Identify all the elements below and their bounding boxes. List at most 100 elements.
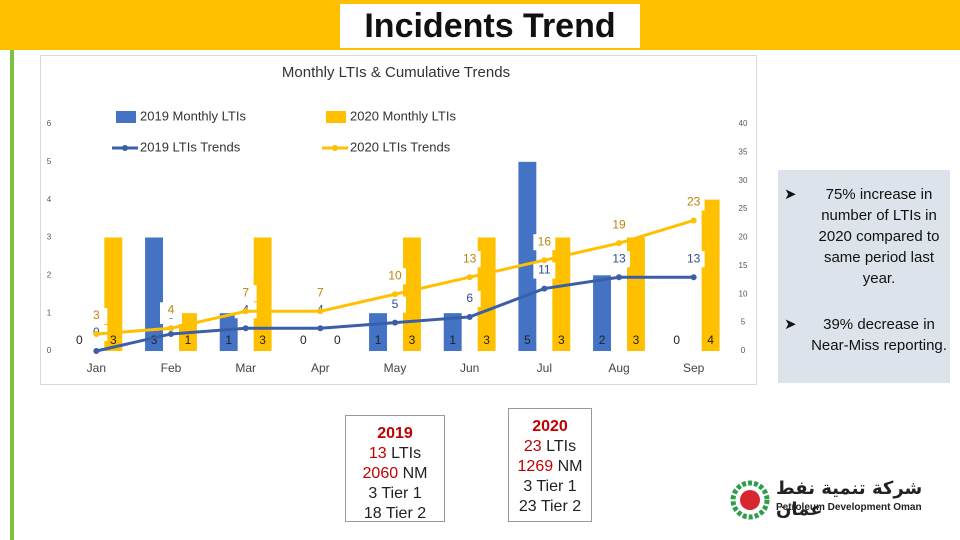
summary-text: Tier 1 [536, 478, 577, 495]
bar [593, 275, 611, 351]
trend-point [690, 217, 697, 224]
y-tick-label: 1 [47, 308, 52, 317]
bar [518, 161, 537, 351]
trend-value-label: 19 [612, 217, 626, 231]
legend-swatch [332, 145, 338, 151]
summary-text: LTIs [391, 445, 422, 462]
trend-value-label: 4 [168, 302, 175, 316]
summary-line: 3 Tier 1 [346, 484, 444, 504]
trend-value-label: 13 [463, 251, 477, 265]
trend-value-label: 5 [392, 297, 399, 311]
y-tick-label: 0 [47, 346, 52, 355]
trend-value-label: 3 [93, 308, 100, 322]
label-bg [234, 285, 257, 302]
logo-name: Petroleum Development Oman [776, 502, 922, 513]
x-tick-label: Aug [608, 361, 629, 375]
summary-line: 2060 NM [346, 464, 444, 484]
trend-value-label: 7 [242, 285, 249, 299]
summary-text: NM [557, 458, 583, 475]
bullet: ➤ 39% decrease in Near-Miss reporting. [784, 316, 947, 354]
y-tick-label: 4 [47, 195, 52, 204]
label-bg [85, 307, 108, 324]
trend-point [466, 274, 473, 281]
label-bg [533, 234, 556, 251]
summary-line: 23 Tier 2 [509, 497, 591, 517]
bar-value-label: 0 [334, 333, 341, 347]
y2-tick-label: 30 [739, 176, 748, 185]
x-tick-label: Feb [161, 361, 182, 375]
label-bg [608, 217, 630, 234]
y2-tick-label: 40 [739, 119, 748, 128]
trend-value-label: 13 [612, 251, 626, 265]
summary-year: 2019 [377, 425, 413, 442]
trend-value-label: 11 [538, 263, 551, 277]
trend-value-label: 23 [687, 195, 701, 209]
summary-year: 2020 [532, 418, 568, 435]
bar-value-label: 2 [599, 333, 606, 347]
x-tick-label: Mar [235, 361, 256, 375]
bar-value-label: 3 [151, 333, 158, 347]
trend-value-label: 6 [466, 291, 473, 305]
trend-point [541, 257, 548, 264]
x-tick-label: Jul [537, 361, 552, 375]
trend-point [392, 291, 398, 298]
y2-tick-label: 20 [739, 233, 748, 242]
legend-label: 2019 Monthly LTIs [140, 108, 246, 123]
trend-point [168, 330, 174, 337]
legend-label: 2020 LTIs Trends [350, 139, 451, 154]
summary-number: 2060 [362, 465, 399, 482]
y-tick-label: 2 [47, 270, 52, 279]
y2-tick-label: 5 [741, 318, 746, 327]
logo-mark [730, 480, 770, 520]
legend-swatch [122, 145, 128, 151]
bar [552, 237, 571, 351]
bar [627, 237, 645, 351]
trend-point [242, 308, 249, 315]
label-bg [458, 251, 481, 268]
summary-number: 23 [523, 438, 542, 455]
bar [701, 199, 720, 351]
y-tick-label: 6 [47, 119, 52, 128]
x-tick-label: Apr [311, 361, 330, 375]
bar [443, 313, 462, 351]
trend-point [616, 240, 622, 247]
bar-value-label: 0 [300, 333, 307, 347]
trend-point [392, 319, 398, 326]
legend-label: 2019 LTIs Trends [140, 139, 241, 154]
label-bg [533, 262, 556, 279]
trend-point [93, 348, 100, 354]
summary-line: 18 Tier 2 [346, 504, 444, 524]
summary-text: LTIs [546, 438, 577, 455]
trend-value-label: 10 [388, 268, 402, 282]
y2-tick-label: 10 [739, 289, 748, 298]
trend-point [541, 285, 548, 292]
label-bg [682, 194, 705, 211]
trend-value-label: 7 [317, 285, 324, 299]
logo-arabic: شركة تنمية نفط عمان [776, 478, 923, 520]
x-tick-label: Sep [683, 361, 705, 375]
bar [104, 237, 123, 351]
trend-point [616, 274, 622, 281]
bar-value-label: 3 [409, 333, 416, 347]
label-bg [384, 296, 406, 313]
bar-value-label: 3 [633, 333, 640, 347]
chart-title: Monthly LTIs & Cumulative Trends [282, 64, 510, 81]
summary-line: 13 LTIs [346, 444, 444, 464]
bar-value-label: 3 [110, 333, 117, 347]
bar-value-label: 1 [225, 333, 232, 347]
y2-tick-label: 35 [739, 147, 748, 156]
logo: شركة تنمية نفط عمان Petroleum Developmen… [730, 476, 960, 526]
trend-point [317, 325, 324, 332]
label-bg [608, 251, 630, 268]
summary-number: 3 [523, 478, 533, 495]
trend-value-label: 16 [538, 234, 552, 248]
label-bg [160, 302, 182, 319]
x-tick-label: Jan [87, 361, 106, 375]
trend-point [317, 308, 324, 315]
trend-point [242, 325, 249, 332]
trend-point [93, 330, 100, 337]
label-bg [682, 251, 705, 268]
summary-line: 1269 NM [509, 457, 591, 477]
